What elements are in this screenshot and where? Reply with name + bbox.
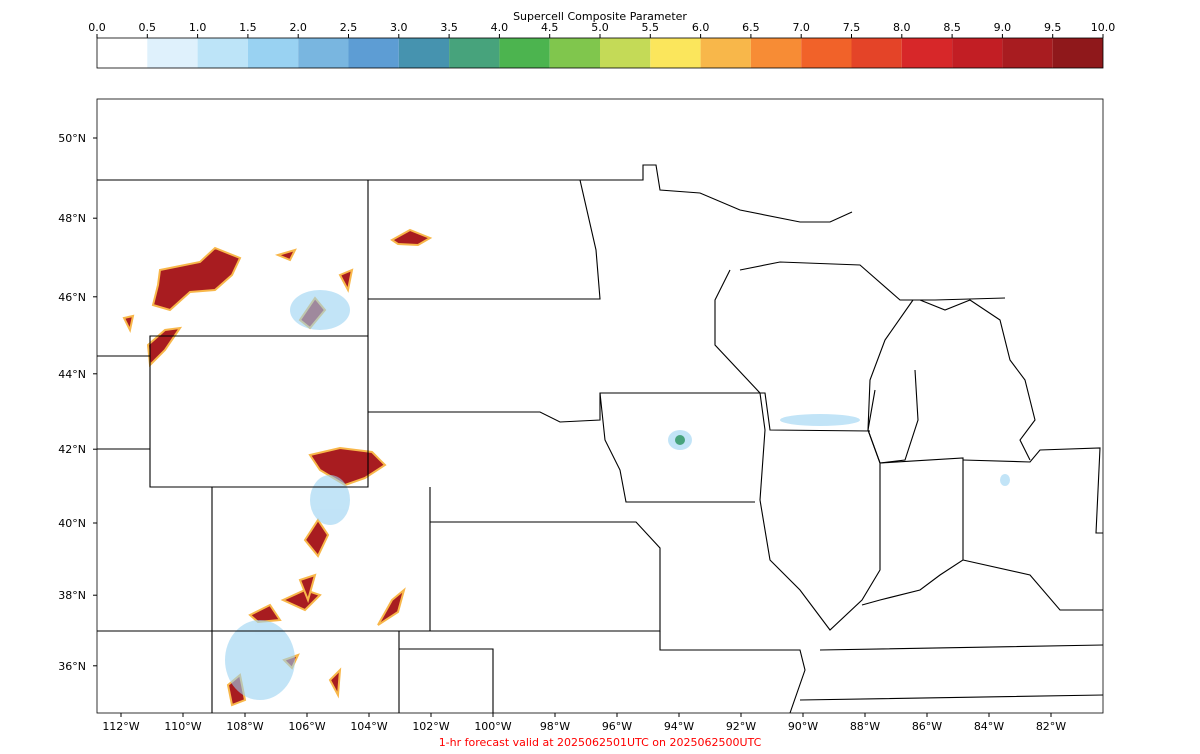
colorbar-tick-label: 10.0 — [1091, 21, 1116, 34]
colorbar-segment — [398, 38, 450, 68]
colorbar-segment — [1052, 38, 1103, 68]
colorbar-segment — [197, 38, 248, 68]
colorbar-tick-label: 8.5 — [943, 21, 961, 34]
lon-tick-label: 84°W — [974, 720, 1004, 733]
field — [97, 164, 1103, 713]
colorbar-segment — [650, 38, 701, 68]
colorbar-tick-label: 2.5 — [340, 21, 358, 34]
lon-tick-label: 90°W — [788, 720, 818, 733]
lat-tick-label: 46°N — [58, 291, 86, 304]
colorbar-segment — [700, 38, 751, 68]
colorbar-segment — [851, 38, 902, 68]
colorbar-segment — [499, 38, 550, 68]
axes: 112°W 110°W 108°W 106°W 104°W 102°W 100°W 98°W 9… — [58, 132, 1066, 733]
lon-tick-label: 82°W — [1036, 720, 1066, 733]
colorbar-segment — [801, 38, 852, 68]
colorbar-segment — [549, 38, 600, 68]
lon-tick-label: 108°W — [226, 720, 263, 733]
colorbar-segment — [449, 38, 500, 68]
colorbar-tick-label: 7.0 — [792, 21, 810, 34]
colorbar-tick-label: 9.0 — [994, 21, 1012, 34]
lon-tick-label: 94°W — [664, 720, 694, 733]
colorbar-tick-label: 7.5 — [843, 21, 861, 34]
colorbar-segment — [348, 38, 399, 68]
colorbar-tick-label: 5.5 — [642, 21, 660, 34]
map-area — [96, 98, 1104, 714]
colorbar-tick-label: 4.0 — [491, 21, 509, 34]
lat-tick-label: 48°N — [58, 212, 86, 225]
colorbar-tick-label: 2.0 — [289, 21, 307, 34]
colorbar-tick-label: 6.0 — [692, 21, 710, 34]
lon-tick-label: 98°W — [540, 720, 570, 733]
colorbar-tick-label: 3.5 — [440, 21, 458, 34]
lon-tick-label: 86°W — [912, 720, 942, 733]
lat-tick-label: 44°N — [58, 368, 86, 381]
colorbar-segment — [97, 38, 148, 68]
lon-tick-label: 88°W — [850, 720, 880, 733]
lon-tick-label: 110°W — [164, 720, 201, 733]
colorbar-segment — [147, 38, 198, 68]
map-frame — [96, 98, 1104, 714]
lon-tick-label: 92°W — [726, 720, 756, 733]
lon-tick-label: 104°W — [350, 720, 387, 733]
colorbar-segment — [1002, 38, 1053, 68]
lat-tick-label: 38°N — [58, 589, 86, 602]
colorbar-tick-label: 1.5 — [239, 21, 257, 34]
colorbar-tick-label: 0.5 — [139, 21, 157, 34]
lon-tick-label: 96°W — [602, 720, 632, 733]
colorbar-segment — [247, 38, 299, 68]
lon-tick-label: 112°W — [102, 720, 139, 733]
colorbar-segment — [750, 38, 802, 68]
colorbar-title: Supercell Composite Parameter — [513, 10, 687, 23]
colorbar-tick-label: 1.0 — [189, 21, 207, 34]
colorbar: 0.0 0.5 1.0 1.5 2.0 2.5 3.0 3.5 4.0 4.5 5.0 5.5 6.0 6… — [88, 21, 1115, 68]
footer: 1-hr forecast valid at 2025062501UTC on … — [439, 736, 762, 749]
lon-tick-label: 106°W — [288, 720, 325, 733]
colorbar-tick-label: 4.5 — [541, 21, 559, 34]
colorbar-segment — [901, 38, 953, 68]
lat-tick-label: 36°N — [58, 660, 86, 673]
colorbar-segment — [600, 38, 651, 68]
colorbar-tick-label: 0.0 — [88, 21, 106, 34]
colorbar-segment — [952, 38, 1003, 68]
colorbar-tick-label: 3.0 — [390, 21, 408, 34]
colorbar-tick-label: 8.0 — [893, 21, 911, 34]
lon-tick-label: 100°W — [474, 720, 511, 733]
lat-tick-label: 50°N — [58, 132, 86, 145]
colorbar-tick-label: 9.5 — [1044, 21, 1062, 34]
colorbar-segment — [298, 38, 349, 68]
colorbar-tick-label: 5.0 — [591, 21, 609, 34]
lat-tick-label: 40°N — [58, 517, 86, 530]
colorbar-frame — [96, 37, 1104, 69]
lon-tick-label: 102°W — [412, 720, 449, 733]
colorbar-tick-label: 6.5 — [742, 21, 760, 34]
lat-tick-label: 42°N — [58, 443, 86, 456]
